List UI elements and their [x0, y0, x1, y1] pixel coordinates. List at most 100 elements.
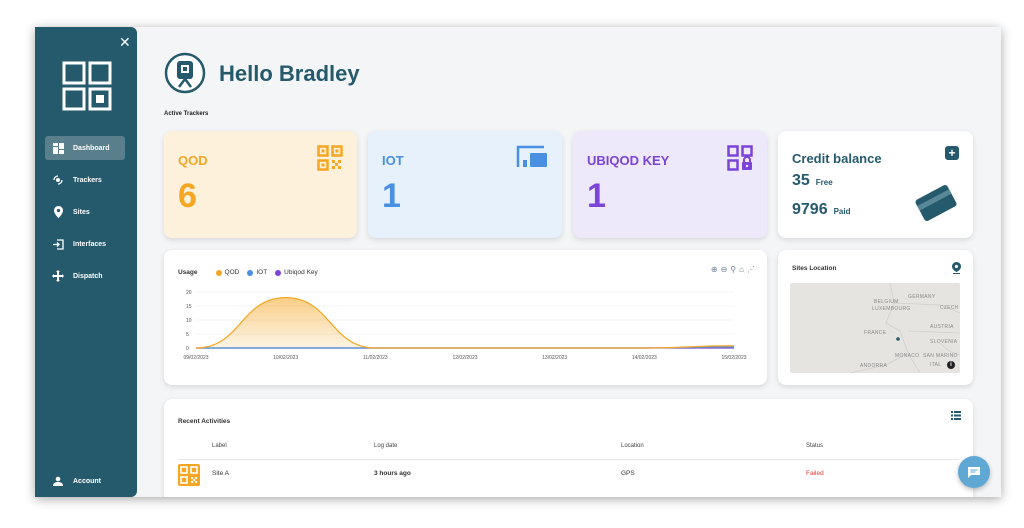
series-line-qod[interactable]: [195, 296, 735, 349]
legend-dot: [215, 269, 222, 276]
map-label: SLOVENIA: [930, 339, 958, 345]
chart-title: Usage: [178, 269, 198, 276]
ubiqod-logo: [62, 61, 112, 111]
legend-item-iot[interactable]: IOT: [247, 269, 267, 276]
legend-label: QOD: [224, 269, 240, 276]
map-label: ANDORRA: [860, 363, 888, 369]
chart-toolbar: ⊕ ⊖ ⚲ ⌂ ⋰: [711, 265, 755, 274]
sidebar-item-trackers[interactable]: Trackers: [45, 168, 125, 192]
tracker-device-icon: [164, 52, 206, 94]
credit-card-icon: [915, 185, 957, 221]
card-title: UBIQOD KEY: [587, 153, 670, 168]
account-label: Account: [73, 477, 101, 485]
row-location: GPS: [621, 470, 635, 477]
map-label: LUXEMBOURG: [872, 306, 911, 312]
map-borders: [849, 283, 960, 373]
legend-label: IOT: [256, 269, 268, 276]
qr-code-icon: [178, 464, 200, 486]
sidebar-item-account[interactable]: Account: [45, 469, 125, 493]
zoom-in-icon[interactable]: ⊕: [710, 265, 718, 274]
iot-device-icon: [516, 145, 547, 167]
card-title: QOD: [178, 153, 208, 168]
map-label: CZECH: [940, 305, 959, 311]
home-icon[interactable]: ⌂: [739, 265, 744, 274]
y-tick-label: 5: [186, 332, 189, 338]
x-tick-label: 11/02/2023: [363, 355, 388, 361]
iot-card[interactable]: IOT 1: [368, 131, 562, 238]
x-tick-label: 15/02/2023: [721, 355, 746, 361]
paid-credit-label: Paid: [833, 207, 851, 216]
chat-button[interactable]: [958, 456, 990, 488]
card-title: IOT: [382, 153, 404, 168]
series-area-qod: [196, 297, 734, 348]
login-icon: [51, 237, 65, 251]
y-tick-label: 20: [186, 290, 192, 296]
key-lock-icon: [727, 145, 753, 171]
location-pin-icon: [51, 205, 65, 219]
sidebar-item-label: Interfaces: [73, 240, 107, 248]
free-credit-label: Free: [815, 178, 833, 187]
column-header-location[interactable]: Location: [621, 443, 644, 449]
row-status: Failed: [806, 470, 824, 477]
active-trackers-label: Active Trackers: [164, 111, 209, 117]
map-label: SAN MARINO: [923, 353, 958, 359]
sidebar: ✕ Dashboard Trackers: [35, 27, 137, 497]
recent-activities-card: Recent Activities Label Log date Locatio…: [164, 399, 973, 497]
recent-title: Recent Activities: [178, 418, 231, 425]
x-tick-label: 10/02/2023: [273, 355, 298, 361]
x-tick-label: 09/02/2023: [183, 355, 208, 361]
page-title: Hello Bradley: [219, 61, 360, 86]
sidebar-item-dashboard[interactable]: Dashboard: [45, 136, 125, 160]
legend-item-qod[interactable]: QOD: [215, 269, 240, 276]
sidebar-item-sites[interactable]: Sites: [45, 200, 125, 224]
line-chart-icon[interactable]: ⋰: [747, 265, 755, 274]
legend-item-ubiqod-key[interactable]: Ubiqod Key: [275, 269, 318, 276]
free-credit-value: 35: [792, 172, 810, 189]
credit-title: Credit balance: [792, 151, 882, 166]
map-label: BELGIUM: [874, 299, 899, 305]
sidebar-item-label: Dispatch: [73, 272, 103, 280]
qr-code-icon: [317, 145, 343, 171]
card-value: 1: [382, 177, 401, 215]
map-pin-icon[interactable]: [952, 262, 961, 274]
map-label: GERMANY: [908, 294, 936, 300]
main-content: Hello Bradley Active Trackers QOD 6 IOT …: [137, 27, 1001, 497]
sidebar-item-label: Trackers: [73, 176, 102, 184]
row-label: Site A: [212, 470, 229, 477]
qod-card[interactable]: QOD 6: [164, 131, 357, 238]
usage-chart: 0 5 10 15 20 09/02/2023 10/02/2023 11/02/2023 12…: [183, 290, 746, 361]
magnifier-icon[interactable]: ⚲: [730, 265, 737, 274]
x-tick-label: 12/02/2023: [452, 355, 477, 361]
sidebar-item-interfaces[interactable]: Interfaces: [45, 232, 125, 256]
sidebar-item-label: Dashboard: [73, 144, 110, 152]
ubiqod-key-card[interactable]: UBIQOD KEY 1: [573, 131, 767, 238]
map-title: Sites Location: [792, 265, 837, 272]
add-credit-button[interactable]: +: [945, 146, 959, 160]
sites-location-card: Sites Location BELGIUM LUXEMBOURG GERMAN…: [778, 250, 973, 385]
sidebar-item-dispatch[interactable]: Dispatch: [45, 264, 125, 288]
paid-credit-value: 9796: [792, 201, 828, 218]
y-tick-label: 15: [186, 304, 192, 310]
map-view[interactable]: BELGIUM LUXEMBOURG GERMANY CZECH FRANCE …: [790, 283, 960, 373]
card-value: 6: [178, 177, 197, 215]
row-log-date: 3 hours ago: [374, 470, 411, 477]
zoom-out-icon[interactable]: ⊖: [720, 265, 728, 274]
usage-chart-card: Usage QOD IOT Ubiqod Key ⊕ ⊖ ⚲ ⌂: [164, 250, 767, 385]
column-header-label[interactable]: Label: [212, 443, 227, 449]
tracker-icon: [51, 173, 65, 187]
usage-header: Usage QOD IOT Ubiqod Key: [178, 269, 326, 276]
close-icon[interactable]: ✕: [119, 34, 131, 50]
app-window: ✕ Dashboard Trackers: [35, 27, 1001, 497]
user-icon: [51, 474, 65, 488]
legend-dot: [247, 269, 254, 276]
column-header-log-date[interactable]: Log date: [374, 443, 398, 449]
paid-credit: 9796 Paid: [792, 201, 851, 219]
x-tick-label: 14/02/2023: [632, 355, 657, 361]
legend-label: Ubiqod Key: [284, 269, 318, 276]
list-icon[interactable]: [951, 411, 961, 420]
free-credit: 35 Free: [792, 172, 833, 190]
column-header-status[interactable]: Status: [806, 443, 824, 449]
legend-dot: [275, 269, 282, 276]
map-label: ITAL: [930, 362, 942, 368]
info-icon[interactable]: i: [947, 361, 955, 369]
